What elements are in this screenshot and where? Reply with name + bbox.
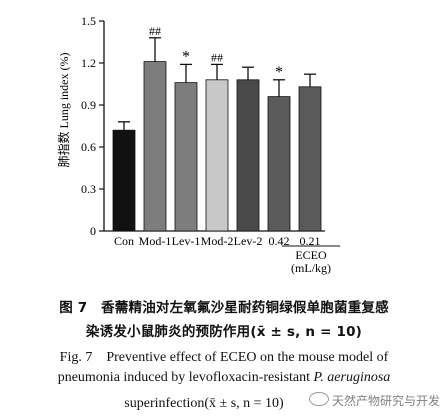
x-tick-label: Mod-2: [201, 234, 234, 248]
bar: [298, 86, 322, 232]
y-tick-label: 0.3: [81, 182, 96, 196]
caption-cn-line2: 染诱发小鼠肺炎的预防作用(x̄ ± s, n = 10): [85, 324, 363, 340]
bar-chart: 肺指数 Lung index (%) 00.30.60.91.21.5 ##* #…: [56, 14, 340, 275]
significance-mark: ##: [149, 24, 161, 38]
x-tick-labels: Con Mod-1 Lev-1 Mod-2 Lev-2 0.42 0.21: [114, 234, 321, 248]
x-tick-label: 0.42: [269, 234, 290, 248]
x-tick-label: 0.21: [300, 234, 321, 248]
bars: ## * ## *: [112, 24, 322, 232]
x-tick-label: Con: [114, 234, 134, 248]
x-tick-label: Mod-1: [139, 234, 172, 248]
significance-mark: ##: [211, 50, 223, 64]
x-tick-label: Lev-1: [172, 234, 201, 248]
caption-en-species: P. aeruginosa: [313, 370, 391, 385]
bar: [236, 79, 260, 232]
y-axis-label: 肺指数 Lung index (%): [56, 53, 71, 168]
caption-cn-line1: 图 7 香薷精油对左氧氟沙星耐药铜绿假单胞菌重复感: [59, 300, 389, 316]
caption-en-line2-text: pneumonia induced by levofloxacin-resist…: [57, 370, 314, 385]
bar: [174, 82, 198, 232]
significance-mark: *: [275, 64, 283, 81]
bar: [143, 61, 167, 232]
significance-mark: *: [182, 48, 190, 65]
y-tick-label: 0.6: [81, 140, 96, 154]
eceo-group: ECEO (mL/kg): [282, 245, 340, 275]
watermark: 天然产物研究与开发: [308, 392, 440, 409]
eceo-group-label: ECEO: [295, 248, 327, 262]
caption-en-line1: Fig. 7 Preventive effect of ECEO on the …: [59, 350, 389, 365]
y-tick-label: 0.9: [81, 98, 96, 112]
y-tick-label: 1.5: [81, 14, 96, 28]
bar: [205, 79, 229, 232]
y-tick-label: 0: [90, 224, 96, 238]
y-tick-label: 1.2: [81, 56, 96, 70]
watermark-text: 天然产物研究与开发: [331, 394, 440, 408]
caption-en-line2: pneumonia induced by levofloxacin-resist…: [0, 370, 448, 386]
axes: 0 0.3 0.6 0.9 1.2 1.5: [81, 14, 325, 238]
eceo-group-unit: (mL/kg): [291, 261, 331, 275]
wechat-logo-icon: [308, 392, 329, 406]
bar: [267, 96, 291, 232]
bar: [112, 129, 136, 232]
x-tick-label: Lev-2: [234, 234, 263, 248]
caption-en-line3: superinfection(x̄ ± s, n = 10): [124, 396, 284, 411]
